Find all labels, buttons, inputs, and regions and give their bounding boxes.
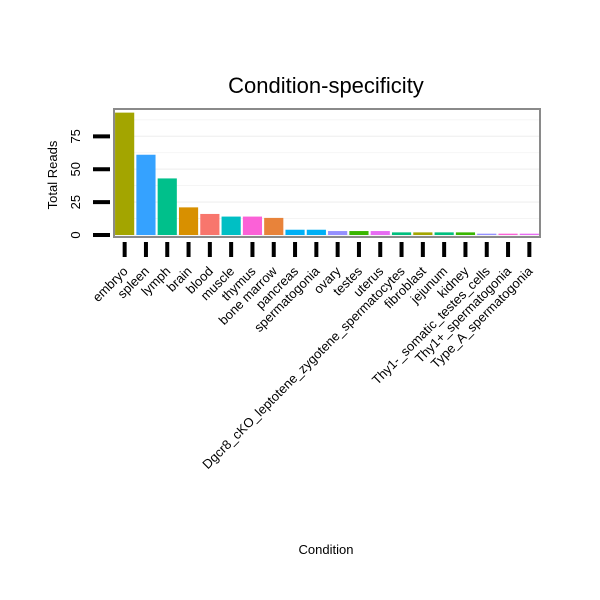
bar-15 [413,232,433,235]
bar-7 [242,216,263,235]
bar-12 [349,231,369,235]
bar-16 [434,232,454,235]
y-tick-label: 50 [68,162,83,176]
y-axis: 0 25 50 75 [68,129,110,239]
bar-9 [285,229,305,235]
bars [115,112,539,235]
grid-lines [114,109,540,237]
y-tick-label: 0 [68,231,83,238]
x-axis-title: Condition [299,542,354,557]
bar-2 [136,154,156,235]
y-tick-label: 25 [68,195,83,209]
bar-13 [370,231,390,235]
plot-panel-border [113,108,541,238]
chart-title: Condition-specificity [228,73,424,98]
bar-14 [391,232,412,235]
bar-3 [157,178,177,235]
bar-20 [519,233,539,235]
bar-19 [498,233,518,235]
x-axis: embryospleenlymphbrainbloodmusclethymusb… [90,242,536,472]
bar-18 [477,233,497,235]
bar-5 [200,213,220,235]
y-axis-title: Total Reads [45,140,60,209]
bar-1 [115,112,135,235]
bar-4 [178,207,199,235]
bar-10 [306,229,326,235]
plot-background [114,109,540,237]
bar-8 [264,217,284,235]
bar-17 [455,232,476,235]
bar-11 [328,231,348,235]
bar-6 [221,216,241,235]
y-tick-label: 75 [68,129,83,143]
